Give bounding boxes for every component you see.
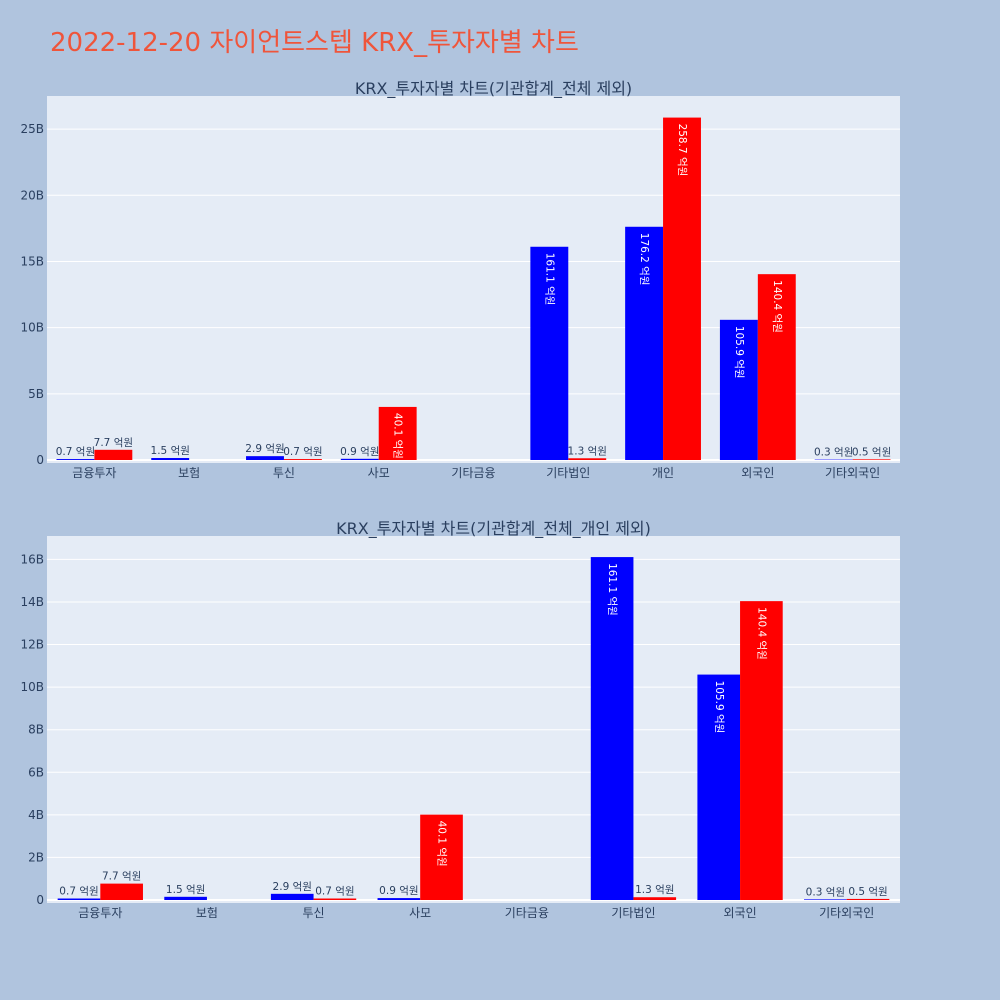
x-tick-label: 기타법인	[611, 906, 655, 920]
y-tick-label: 10B	[20, 680, 44, 694]
bar	[100, 883, 143, 900]
data-label: 1.5 억원	[151, 445, 190, 457]
x-tick-label: 개인	[652, 466, 674, 480]
y-tick-label: 8B	[28, 723, 44, 737]
x-tick-label: 기타금융	[505, 906, 549, 920]
data-label: 1.3 억원	[635, 884, 674, 896]
data-label: 0.7 억원	[315, 886, 354, 898]
bar	[420, 814, 463, 900]
bar	[590, 557, 634, 900]
data-label: 0.7 억원	[56, 446, 95, 458]
y-tick-label: 0	[36, 893, 44, 907]
x-tick-label: 외국인	[724, 906, 757, 920]
data-label: 0.3 억원	[806, 886, 845, 898]
y-tick-label: 20B	[20, 188, 44, 202]
data-label: 2.9 억원	[273, 881, 312, 893]
data-label: 7.7 억원	[102, 871, 141, 883]
bar	[164, 896, 207, 900]
y-tick-label: 6B	[28, 765, 44, 779]
data-label: 258.7 억원	[676, 124, 688, 177]
y-tick-label: 25B	[20, 122, 44, 136]
bar	[663, 117, 701, 461]
bar	[283, 459, 322, 460]
bar	[633, 897, 677, 900]
data-label: 140.4 억원	[755, 607, 767, 660]
data-label: 40.1 억원	[436, 821, 448, 867]
data-label: 0.7 억원	[283, 446, 322, 458]
y-tick-label: 12B	[20, 638, 44, 652]
x-tick-label: 사모	[409, 906, 431, 920]
bar	[313, 898, 357, 900]
x-tick-label: 사모	[368, 466, 390, 480]
x-tick-label: 기타금융	[451, 466, 495, 480]
data-label: 2.9 억원	[245, 443, 284, 455]
data-label: 161.1 억원	[606, 563, 618, 616]
data-label: 1.3 억원	[568, 445, 607, 457]
bar	[740, 601, 783, 900]
bar	[530, 246, 569, 460]
bar	[757, 274, 796, 460]
y-tick-label: 0	[36, 453, 44, 467]
y-tick-label: 2B	[28, 850, 44, 864]
data-label: 7.7 억원	[94, 437, 133, 449]
chart-krx-investor-excl-institution-total: KRX_투자자별 차트(기관합계_전체 제외) 0 5B 10B 15B 20B 25B 금융…	[20, 79, 900, 480]
x-tick-label: 보험	[196, 906, 218, 920]
x-tick-label: 기타외국인	[825, 466, 880, 480]
y-tick-label: 10B	[20, 321, 44, 335]
x-tick-label: 외국인	[741, 466, 774, 480]
bar	[57, 898, 101, 900]
y-tick-label: 4B	[28, 808, 44, 822]
data-label: 0.5 억원	[848, 886, 887, 898]
bar	[568, 458, 607, 460]
bar	[697, 674, 741, 900]
x-tick-label: 금융투자	[78, 906, 122, 920]
bar	[246, 456, 284, 460]
bar	[852, 459, 891, 460]
chart-subtitle: KRX_투자자별 차트(기관합계_전체_개인 제외)	[336, 519, 651, 539]
data-label: 1.5 억원	[166, 884, 205, 896]
x-tick-label: 투신	[303, 906, 325, 920]
data-label: 0.7 억원	[59, 886, 98, 898]
bar	[719, 319, 758, 460]
bar	[151, 458, 190, 460]
x-tick-label: 투신	[273, 466, 295, 480]
bar	[94, 449, 133, 460]
y-tick-label: 5B	[28, 387, 44, 401]
data-label: 0.5 억원	[852, 446, 891, 458]
x-tick-label: 금융투자	[72, 466, 116, 480]
bar	[378, 406, 417, 460]
data-label: 105.9 억원	[713, 681, 725, 734]
y-tick-label: 15B	[20, 254, 44, 268]
chart-subtitle: KRX_투자자별 차트(기관합계_전체 제외)	[355, 79, 632, 99]
x-tick-label: 보험	[178, 466, 200, 480]
data-label: 40.1 억원	[392, 413, 404, 459]
bar	[340, 458, 379, 460]
page-title: 2022-12-20 자이언트스텝 KRX_투자자별 차트	[50, 28, 579, 58]
bar	[804, 899, 847, 900]
bar	[846, 898, 890, 900]
data-label: 0.9 억원	[340, 446, 379, 458]
x-tick-label: 기타법인	[546, 466, 590, 480]
data-label: 140.4 억원	[771, 280, 783, 333]
bar	[270, 893, 314, 900]
data-label: 161.1 억원	[543, 253, 555, 306]
data-label: 105.9 억원	[733, 326, 745, 379]
y-tick-label: 14B	[20, 595, 44, 609]
chart-krx-investor-excl-institution-total-individual: KRX_투자자별 차트(기관합계_전체_개인 제외) 0 2B 4B 6B 8B 10B 12…	[20, 519, 900, 920]
data-label: 176.2 억원	[638, 233, 650, 286]
bar	[377, 898, 421, 900]
bar	[625, 226, 664, 460]
data-label: 0.3 억원	[814, 447, 853, 459]
x-tick-label: 기타외국인	[819, 906, 874, 920]
bar	[56, 459, 95, 460]
data-label: 0.9 억원	[379, 885, 418, 897]
y-tick-label: 16B	[20, 552, 44, 566]
